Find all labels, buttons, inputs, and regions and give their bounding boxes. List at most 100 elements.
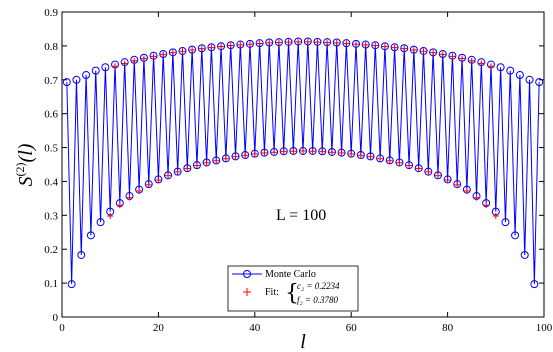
data-point-monte-carlo [221, 154, 230, 163]
data-point-fit [401, 45, 408, 52]
data-point-fit [430, 49, 437, 56]
legend-fit-param-f2: f₂ = 0.3780 [297, 295, 338, 305]
y-tick-label: 0.3 [44, 210, 58, 222]
data-point-monte-carlo [197, 44, 206, 53]
data-point-monte-carlo [67, 280, 76, 289]
data-point-fit [410, 46, 417, 53]
data-point-monte-carlo [530, 280, 539, 289]
data-point-monte-carlo [303, 37, 312, 46]
data-point-fit [434, 172, 441, 179]
data-point-monte-carlo [294, 37, 303, 46]
data-point-fit [319, 148, 326, 155]
data-point-fit [492, 213, 499, 220]
data-point-fit [372, 42, 379, 49]
legend-fit-marker [243, 288, 251, 296]
data-point-monte-carlo [385, 156, 394, 165]
data-point-fit [377, 155, 384, 162]
data-point-fit [246, 41, 253, 48]
data-point-monte-carlo [168, 48, 177, 57]
data-point-monte-carlo [77, 250, 86, 259]
data-point-monte-carlo [361, 40, 370, 49]
data-point-fit [131, 57, 138, 64]
data-point-fit [381, 43, 388, 50]
data-point-monte-carlo [274, 38, 283, 47]
data-point-monte-carlo [356, 151, 365, 160]
data-point-monte-carlo [231, 152, 240, 161]
legend-mc-label: Monte Carlo [265, 269, 316, 280]
data-point-fit [136, 187, 143, 194]
data-point-fit [112, 63, 119, 70]
data-point-fit [357, 152, 364, 159]
data-point-monte-carlo [323, 38, 332, 47]
y-tick-label: 0 [53, 312, 59, 324]
y-tick-label: 0.5 [44, 143, 58, 155]
data-point-fit [463, 187, 470, 194]
legend-brace: { [285, 281, 299, 306]
data-point-fit [309, 148, 316, 155]
data-point-fit [160, 51, 167, 58]
data-point-monte-carlo [207, 43, 216, 52]
y-axis-title-base: S [15, 176, 37, 186]
data-point-monte-carlo [525, 75, 534, 84]
data-point-fit [300, 147, 306, 154]
data-point-monte-carlo [332, 38, 341, 47]
data-point-fit [222, 155, 229, 162]
data-point-monte-carlo [438, 50, 447, 59]
data-point-monte-carlo [511, 231, 520, 240]
data-point-monte-carlo [255, 39, 264, 48]
data-point-fit [184, 165, 191, 172]
data-point-monte-carlo [337, 148, 346, 157]
data-point-fit [290, 148, 297, 155]
legend: Monte Carlo Fit: { c₂ = 0.2234 f₂ = 0.37… [227, 265, 359, 312]
data-point-fit [444, 177, 451, 184]
data-point-fit [155, 177, 162, 184]
data-point-fit [449, 53, 456, 60]
data-point-monte-carlo [515, 71, 524, 80]
data-point-monte-carlo [380, 42, 389, 51]
data-point-fit [391, 44, 398, 51]
y-tick-label: 0.2 [44, 244, 58, 256]
data-point-fit [280, 148, 287, 155]
y-tick-label: 0.1 [44, 278, 58, 290]
data-point-monte-carlo [91, 66, 100, 75]
data-point-fit [324, 39, 331, 46]
data-point-fit [468, 57, 475, 64]
y-tick-label: 0.8 [44, 41, 58, 53]
data-point-monte-carlo [279, 147, 288, 156]
data-point-monte-carlo [241, 151, 250, 160]
data-point-monte-carlo [313, 37, 322, 46]
x-tick-label: 0 [59, 322, 65, 334]
data-point-monte-carlo [62, 78, 71, 87]
data-point-fit [218, 43, 225, 50]
data-point-fit [295, 38, 302, 45]
data-point-monte-carlo [202, 158, 211, 167]
svg-text:S(2)(l): S(2)(l) [13, 143, 37, 186]
data-point-fit [165, 172, 172, 179]
data-point-fit [237, 41, 244, 48]
data-point-fit [439, 51, 446, 58]
data-point-monte-carlo [173, 167, 182, 176]
data-point-fit [107, 213, 114, 220]
data-point-fit [266, 39, 273, 46]
data-point-fit [459, 55, 466, 62]
data-point-monte-carlo [270, 147, 279, 156]
data-point-monte-carlo [327, 147, 336, 156]
data-point-fit [261, 149, 268, 156]
data-point-monte-carlo [299, 146, 307, 155]
data-point-fit [478, 60, 485, 67]
data-point-monte-carlo [535, 78, 544, 87]
y-tick-label: 0.4 [44, 176, 58, 188]
data-point-monte-carlo [419, 46, 428, 55]
data-point-fit [208, 44, 215, 51]
data-point-fit [420, 48, 427, 55]
data-point-monte-carlo [352, 39, 361, 48]
data-point-fit [386, 157, 393, 164]
data-point-monte-carlo [260, 148, 269, 157]
x-tick-label: 100 [536, 322, 553, 334]
data-point-fit [348, 150, 355, 157]
data-point-fit [415, 165, 422, 172]
data-point-fit [227, 42, 234, 49]
data-point-fit [126, 194, 133, 201]
data-point-monte-carlo [101, 63, 110, 72]
